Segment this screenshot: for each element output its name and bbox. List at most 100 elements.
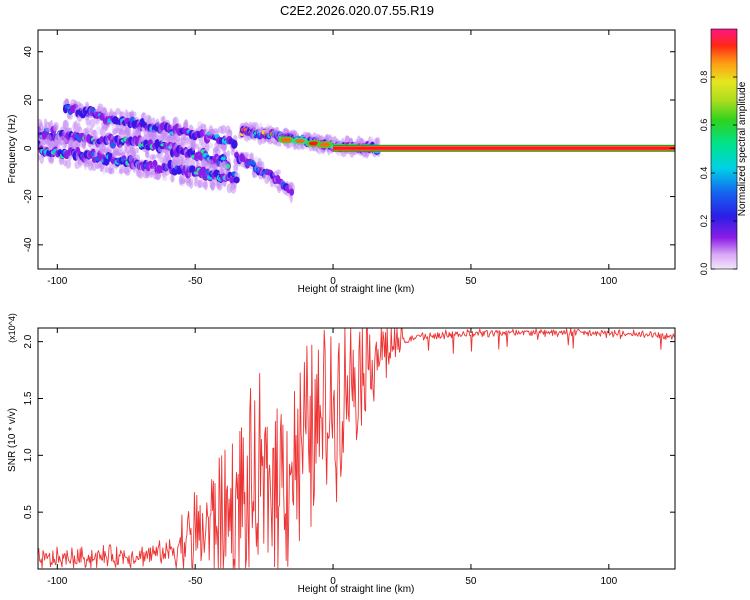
spectrogram-halo-cell: [183, 119, 189, 130]
spectrogram-halo-cell: [260, 137, 267, 144]
spectrogram-halo-cell: [77, 126, 83, 133]
colorbar: 0.0 0.2 0.4 0.6 0.8 Normalized spectral ampl…: [699, 28, 748, 276]
snr-multiplier-label: (x10^4): [7, 313, 17, 343]
snr-series-line: [38, 328, 675, 569]
spectrogram-halo-cell: [118, 129, 125, 136]
snr-x-tick-label: 50: [465, 576, 477, 587]
snr-y-tick-label: 1.0: [23, 448, 34, 462]
spectrogram-halo-cell: [64, 98, 70, 106]
spectrogram-x-tick-label: -50: [188, 276, 203, 287]
spectrogram-halo-cell: [52, 124, 58, 132]
spectrogram-halo-cell: [292, 130, 298, 136]
spectrogram-marks: [38, 98, 675, 204]
snr-x-axis-label: Height of straight line (km): [298, 584, 415, 595]
spectrogram-halo-cell: [151, 154, 157, 161]
spectrogram-halo-cell: [38, 122, 44, 128]
spectrogram-halo-cell: [230, 148, 236, 156]
spectrogram-cell: [289, 188, 295, 196]
spectrogram-axes: -100 -50 0 50 100 40 20 0 -20 -40: [23, 30, 675, 287]
spectrogram-x-tick-label: 100: [600, 276, 617, 287]
spectrogram-core-cell: [220, 156, 226, 161]
spectrogram-halo-cell: [226, 150, 231, 158]
spectrogram-halo-cell: [104, 165, 109, 174]
spectrogram-halo-cell: [202, 181, 208, 189]
spectrogram-halo-cell: [170, 174, 175, 183]
spectrogram-halo-cell: [47, 121, 52, 128]
spectrogram-halo-cell: [143, 113, 149, 122]
colorbar-label: Normalized spectral amplitude: [737, 81, 748, 216]
spectrogram-x-tick-label: -100: [47, 276, 67, 287]
spectrogram-y-tick-label: -20: [23, 189, 34, 204]
spectrogram-x-axis-label: Height of straight line (km): [298, 284, 415, 295]
snr-x-tick-label: -50: [188, 576, 203, 587]
spectrogram-halo-cell: [49, 156, 54, 163]
spectrogram-halo-cell: [179, 173, 186, 185]
spectrogram-halo-cell: [172, 155, 176, 162]
snr-plot-area: [38, 328, 675, 569]
snr-panel: -100 -50 0 50 100 0.5 1.0 1.5 2.0 Height of stra…: [7, 313, 676, 595]
spectrogram-halo-cell: [47, 140, 53, 152]
spectrogram-halo-cell: [220, 124, 227, 135]
snr-x-tick-label: 100: [600, 576, 617, 587]
spectrogram-halo-cell: [332, 136, 337, 144]
snr-axes: -100 -50 0 50 100 0.5 1.0 1.5 2.0: [23, 328, 675, 587]
spectrogram-halo-cell: [85, 118, 91, 126]
spectrogram-halo-cell: [82, 141, 86, 150]
spectrogram-halo-cell: [100, 144, 105, 156]
spectrogram-halo-cell: [94, 117, 100, 126]
spectrogram-halo-cell: [375, 137, 381, 147]
spectrogram-halo-cell: [150, 129, 157, 140]
spectrogram-y-tick-label: 20: [23, 94, 34, 106]
spectrogram-cell: [229, 177, 235, 184]
chart-title: C2E2.2026.020.07.55.R19: [280, 3, 434, 18]
colorbar-tick-label: 0.6: [699, 119, 709, 132]
spectrogram-halo-cell: [194, 176, 198, 184]
spectrogram-halo-cell: [40, 139, 47, 145]
spectrogram-halo-cell: [194, 143, 200, 150]
spectrogram-peak-cell: [281, 137, 292, 142]
carrier-line-core: [333, 146, 675, 150]
spectrogram-y-tick-label: 0: [23, 145, 34, 151]
colorbar-tick-label: 0.2: [699, 215, 709, 228]
spectrogram-halo-cell: [208, 159, 214, 167]
spectrogram-halo-cell: [275, 169, 281, 175]
spectrogram-halo-cell: [96, 125, 101, 136]
colorbar-tick-label: 0.0: [699, 263, 709, 276]
spectrogram-halo-cell: [171, 136, 177, 143]
spectrogram-halo-cell: [115, 107, 121, 115]
spectrogram-halo-cell: [92, 129, 97, 138]
spectrogram-y-tick-label: 40: [23, 46, 34, 58]
colorbar-ticks: 0.0 0.2 0.4 0.6 0.8: [699, 71, 737, 276]
snr-marks: [38, 328, 675, 569]
spectrogram-halo-cell: [222, 160, 228, 168]
spectrogram-halo-cell: [188, 124, 194, 131]
spectrogram-halo-cell: [38, 135, 43, 141]
spectrogram-halo-cell: [197, 179, 204, 188]
snr-y-tick-label: 0.5: [23, 505, 34, 519]
spectrogram-halo-cell: [65, 159, 72, 169]
spectrogram-x-tick-label: 0: [330, 276, 336, 287]
spectrogram-halo-cell: [260, 161, 265, 170]
snr-x-tick-label: 0: [330, 576, 336, 587]
spectrogram-halo-cell: [109, 167, 115, 175]
spectrogram-halo-cell: [130, 111, 137, 118]
snr-x-tick-label: -100: [47, 576, 67, 587]
snr-y-axis-label: SNR (10 * v/v): [7, 408, 18, 472]
spectrogram-halo-cell: [111, 150, 116, 160]
spectrogram-cell: [231, 139, 238, 149]
colorbar-frame: [710, 28, 738, 270]
spectrogram-halo-cell: [67, 113, 73, 120]
spectrogram-panel: -100 -50 0 50 100 40 20 0 -20 -40 Height of strai…: [7, 29, 676, 295]
spectrogram-halo-cell: [62, 120, 68, 130]
snr-y-tick-label: 2.0: [23, 334, 34, 348]
spectrogram-halo-cell: [215, 148, 221, 155]
spectrogram-y-axis-label: Frequency (Hz): [7, 115, 18, 184]
spectrogram-peak-cell: [308, 141, 319, 146]
spectrogram-y-tick-label: -40: [23, 237, 34, 252]
spectrogram-peak-cell: [294, 139, 305, 144]
spectrogram-x-tick-label: 50: [465, 276, 477, 287]
spectrogram-halo-cell: [59, 157, 65, 166]
spectrogram-halo-cell: [134, 147, 139, 154]
snr-frame: [37, 327, 676, 570]
